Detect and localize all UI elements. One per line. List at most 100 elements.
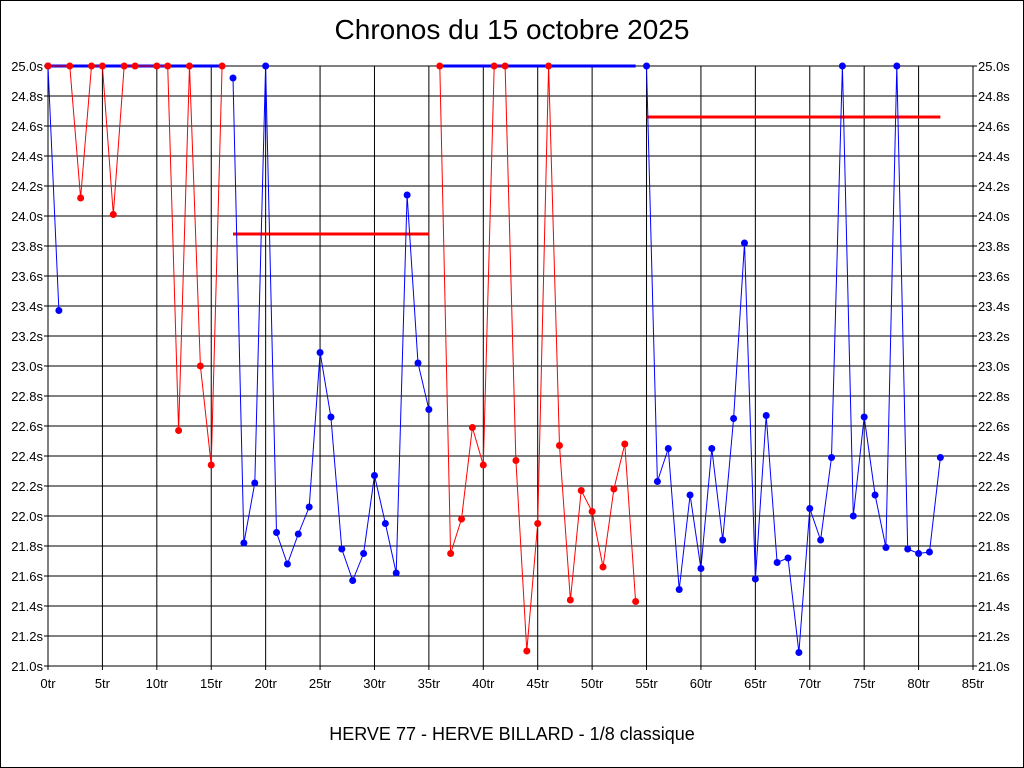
data-point xyxy=(447,550,455,557)
x-tick-label: 50tr xyxy=(581,676,604,691)
data-point xyxy=(240,539,248,547)
y-tick-label-left: 21.8s xyxy=(11,539,43,554)
y-tick-label-right: 23.0s xyxy=(978,359,1010,374)
y-tick-label-right: 21.0s xyxy=(978,659,1010,674)
data-point xyxy=(370,472,378,479)
y-tick-label-left: 25.0s xyxy=(11,59,43,74)
y-tick-label-right: 25.0s xyxy=(978,59,1010,74)
data-point xyxy=(88,62,96,70)
data-point xyxy=(98,62,106,70)
y-tick-label-left: 21.4s xyxy=(11,599,43,614)
data-point xyxy=(610,485,618,493)
y-tick-label-right: 24.2s xyxy=(978,179,1010,194)
x-tick-label: 35tr xyxy=(418,676,441,691)
y-tick-label-right: 22.0s xyxy=(978,509,1010,524)
x-tick-label: 80tr xyxy=(907,676,930,691)
data-point xyxy=(708,445,716,452)
data-point xyxy=(403,191,411,199)
y-tick-label-right: 21.8s xyxy=(978,539,1010,554)
data-point xyxy=(262,62,270,70)
y-tick-label-right: 24.8s xyxy=(978,89,1010,104)
chart-subtitle: HERVE 77 - HERVE BILLARD - 1/8 classique xyxy=(329,724,695,744)
x-tick-label: 25tr xyxy=(309,676,332,691)
y-tick-label-right: 23.8s xyxy=(978,239,1010,254)
y-tick-label-left: 24.8s xyxy=(11,89,43,104)
y-tick-label-left: 23.0s xyxy=(11,359,43,374)
y-tick-label-right: 21.4s xyxy=(978,599,1010,614)
y-tick-label-left: 24.2s xyxy=(11,179,43,194)
data-point xyxy=(882,544,890,551)
data-point xyxy=(577,487,585,494)
y-tick-label-right: 22.8s xyxy=(978,389,1010,404)
data-point xyxy=(817,536,825,544)
data-point xyxy=(218,62,226,70)
y-tick-label-left: 22.0s xyxy=(11,509,43,524)
data-point xyxy=(588,508,596,515)
data-point xyxy=(490,62,498,70)
data-point xyxy=(534,520,542,527)
y-tick-label-left: 23.4s xyxy=(11,299,43,314)
data-point xyxy=(501,62,509,70)
data-point xyxy=(849,512,857,520)
data-point xyxy=(66,62,74,70)
data-point xyxy=(109,211,117,218)
data-point xyxy=(936,454,944,461)
data-point xyxy=(414,359,422,367)
data-point xyxy=(55,307,63,314)
y-tick-label-right: 22.2s xyxy=(978,479,1010,494)
data-point xyxy=(425,406,433,413)
x-tick-label: 55tr xyxy=(635,676,658,691)
data-point xyxy=(185,62,193,70)
data-point xyxy=(436,62,444,70)
x-tick-label: 30tr xyxy=(363,676,386,691)
data-point xyxy=(251,479,259,487)
data-point xyxy=(153,62,161,70)
x-tick-label: 75tr xyxy=(853,676,876,691)
y-tick-label-left: 22.8s xyxy=(11,389,43,404)
y-tick-label-right: 23.6s xyxy=(978,269,1010,284)
series-line xyxy=(47,65,60,311)
y-tick-label-left: 22.4s xyxy=(11,449,43,464)
x-tick-label: 20tr xyxy=(254,676,277,691)
data-point xyxy=(643,62,651,70)
y-tick-label-left: 23.8s xyxy=(11,239,43,254)
data-point xyxy=(762,412,770,419)
data-point xyxy=(164,62,172,70)
data-point xyxy=(915,550,923,557)
data-point xyxy=(925,548,933,556)
x-tick-label: 85tr xyxy=(962,676,985,691)
y-tick-label-right: 21.2s xyxy=(978,629,1010,644)
data-point xyxy=(566,596,574,604)
data-point xyxy=(555,442,563,449)
data-point xyxy=(120,62,128,70)
y-tick-label-left: 21.2s xyxy=(11,629,43,644)
data-point xyxy=(675,586,683,593)
y-tick-label-left: 24.6s xyxy=(11,119,43,134)
data-point xyxy=(838,62,846,70)
data-point xyxy=(77,194,85,202)
x-tick-label: 40tr xyxy=(472,676,495,691)
x-tick-label: 10tr xyxy=(146,676,169,691)
data-point xyxy=(806,505,814,512)
y-tick-label-left: 24.0s xyxy=(11,209,43,224)
x-tick-label: 15tr xyxy=(200,676,223,691)
data-point xyxy=(381,520,389,527)
data-point xyxy=(871,491,879,499)
data-point xyxy=(599,563,607,571)
y-tick-label-right: 24.0s xyxy=(978,209,1010,224)
data-point xyxy=(740,239,748,247)
y-tick-label-left: 23.2s xyxy=(11,329,43,344)
data-point xyxy=(338,545,346,553)
y-tick-label-right: 24.4s xyxy=(978,149,1010,164)
data-point xyxy=(479,461,487,469)
data-point xyxy=(730,415,738,422)
data-point xyxy=(664,445,672,452)
data-point xyxy=(392,569,400,577)
data-point xyxy=(632,598,640,605)
data-point xyxy=(283,560,291,568)
y-tick-label-right: 23.4s xyxy=(978,299,1010,314)
y-tick-label-left: 21.6s xyxy=(11,569,43,584)
data-point xyxy=(512,457,520,464)
data-point xyxy=(893,62,901,70)
data-point xyxy=(686,491,694,499)
